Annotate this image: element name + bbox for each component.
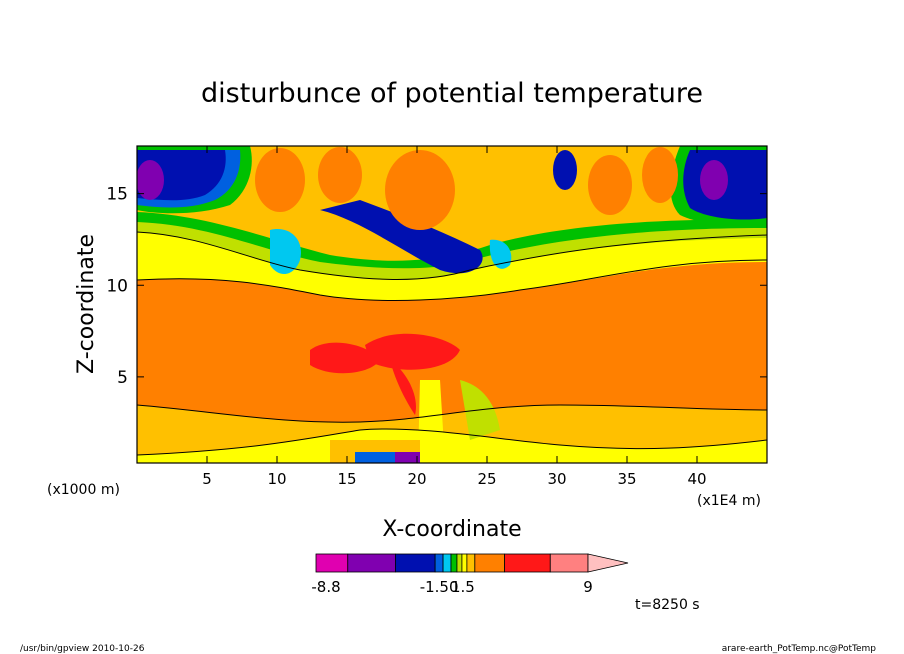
contour-line (137, 231, 767, 280)
colorbar-segment (442, 553, 452, 573)
y-axis-title: Z-coordinate (74, 234, 99, 374)
colorbar: -8.8 -1.501.5 9 (311, 553, 629, 596)
y-tick-label: 15 (106, 185, 128, 205)
x-unit-left: (x1000 m) (47, 482, 120, 498)
colorbar-segment (450, 553, 458, 573)
x-tick-label: 25 (477, 470, 496, 488)
x-axis-title: X-coordinate (382, 517, 521, 542)
warm-cell-1 (255, 148, 305, 212)
colorbar-label: -1.50 (420, 578, 459, 596)
cold-cell-mid (553, 150, 577, 190)
warm-cell-5 (642, 147, 678, 203)
footer-left: /usr/bin/gpview 2010-10-26 (20, 644, 145, 654)
contour-line (137, 259, 767, 301)
colorbar-segment (456, 553, 463, 573)
warm-cell-3 (385, 150, 455, 230)
colorbar-segment (461, 553, 468, 573)
lower-yellow (137, 428, 767, 463)
warm-cell-2 (318, 147, 362, 203)
warm-core-plume (390, 360, 416, 415)
colorbar-label: -8.8 (311, 578, 340, 596)
surface-purple (395, 452, 420, 463)
x-tick-label: 20 (407, 470, 426, 488)
footer-right: arare-earth_PotTemp.nc@PotTemp (722, 644, 877, 654)
cyan-pocket-right (489, 239, 512, 269)
surface-blue (355, 452, 395, 463)
y-tick-label: 5 (117, 368, 128, 388)
warm-core-center (365, 333, 460, 370)
colorbar-segment (315, 553, 349, 573)
x-tick-label: 30 (547, 470, 566, 488)
convective-column (418, 380, 445, 463)
colorbar-segment (434, 553, 444, 573)
upper-yellow (137, 230, 767, 301)
cold-cell-right (700, 160, 728, 200)
x-tick-label: 40 (687, 470, 706, 488)
cold-cell-left (137, 160, 164, 200)
colorbar-extend (587, 553, 629, 573)
colorbar-segment (549, 553, 589, 573)
x-axis: 5 10 15 20 25 30 35 40 (202, 146, 707, 488)
x-tick-label: 35 (617, 470, 636, 488)
time-label: t=8250 s (635, 597, 700, 613)
x-tick-label: 10 (267, 470, 286, 488)
colorbar-label: 9 (583, 578, 593, 596)
colorbar-segment (466, 553, 476, 573)
contour-line (137, 428, 767, 456)
mid-orange-layer (137, 260, 767, 423)
chart-title: disturbunce of potential temperature (201, 78, 703, 109)
upper-cold-band (320, 200, 483, 274)
colorbar-segment (474, 553, 506, 573)
colorbar-segment (395, 553, 436, 573)
cyan-pocket-left (270, 229, 301, 275)
colorbar-segment (504, 553, 551, 573)
plot-field (137, 146, 767, 463)
contour-line (137, 404, 767, 423)
y-axis: 5 10 15 (106, 185, 767, 388)
y-tick-label: 10 (106, 276, 128, 296)
x-unit-right: (x1E4 m) (697, 493, 761, 509)
colorbar-label: 1.5 (451, 578, 475, 596)
warm-core-left (310, 342, 380, 374)
warm-cell-4 (588, 155, 632, 215)
colorbar-segment (347, 553, 396, 573)
x-tick-label: 5 (202, 470, 212, 488)
plot-frame (136, 145, 768, 464)
x-tick-label: 15 (337, 470, 356, 488)
